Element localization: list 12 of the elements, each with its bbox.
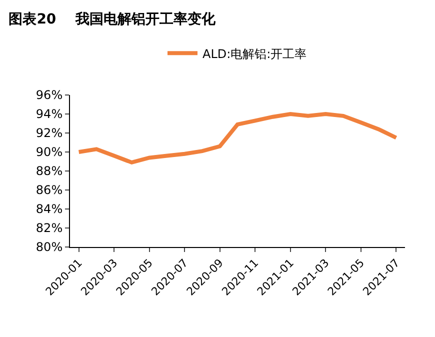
legend-label: ALD:电解铝:开工率	[202, 46, 307, 61]
y-tick-label: 88%	[36, 164, 63, 178]
y-tick-label: 86%	[36, 183, 63, 198]
y-tick-label: 96%	[36, 88, 63, 102]
y-tick-label: 90%	[36, 145, 63, 160]
y-tick-label: 92%	[36, 126, 63, 140]
line-series	[76, 112, 398, 164]
y-tick-label: 82%	[36, 221, 63, 236]
y-tick-label: 80%	[36, 240, 63, 254]
y-tick-label: 94%	[36, 107, 63, 122]
chart-title: 图表20 我国电解铝开工率变化	[8, 10, 217, 28]
y-tick-label: 84%	[36, 202, 63, 216]
